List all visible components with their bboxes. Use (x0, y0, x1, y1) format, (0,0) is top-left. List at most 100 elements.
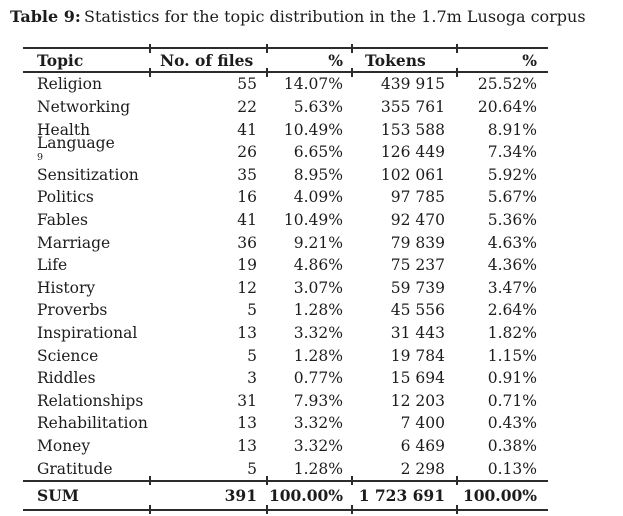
column-divider-tick (351, 476, 353, 486)
column-divider-tick (351, 67, 353, 77)
column-divider-tick (456, 43, 458, 53)
table-caption-label: Table 9: (10, 7, 81, 26)
cell-tokens-percent: 5.67% (487, 188, 537, 207)
cell-topic: Life (37, 256, 68, 275)
cell-files-percent: 1.28% (293, 459, 343, 478)
cell-tokens: 126 449 (380, 143, 445, 162)
column-divider-tick (351, 43, 353, 53)
table-rule-above-sum (23, 476, 548, 486)
cell-no-of-files: 26 (237, 143, 257, 162)
cell-no-of-files: 35 (237, 165, 257, 184)
cell-no-of-files: 13 (237, 414, 257, 433)
cell-files-percent: 1.28% (293, 346, 343, 365)
cell-files-percent: 5.63% (293, 98, 343, 117)
sum-files: 391 (224, 485, 257, 505)
cell-no-of-files: 41 (237, 120, 257, 139)
table-row: Science 5 1.28% 19 784 1.15% (23, 344, 548, 367)
column-divider-tick (266, 505, 268, 515)
sum-tokens: 1 723 691 (358, 485, 445, 505)
cell-files-percent: 8.95% (293, 165, 343, 184)
cell-tokens: 355 761 (380, 98, 445, 117)
table-row: Proverbs 5 1.28% 45 556 2.64% (23, 299, 548, 322)
header-no-of-files: No. of files (160, 50, 254, 70)
column-divider-tick (456, 476, 458, 486)
table-rule-bottom (23, 505, 548, 515)
cell-tokens-percent: 0.38% (487, 436, 537, 455)
cell-tokens: 439 915 (380, 75, 445, 94)
cell-topic: Religion (37, 75, 102, 94)
cell-files-percent: 3.32% (293, 414, 343, 433)
cell-tokens-percent: 5.92% (487, 165, 537, 184)
table-caption-text: Statistics for the topic distribution in… (84, 7, 586, 26)
cell-no-of-files: 55 (237, 75, 257, 94)
cell-no-of-files: 16 (237, 188, 257, 207)
table-row: History 12 3.07% 59 739 3.47% (23, 277, 548, 300)
header-files-percent: % (328, 50, 343, 70)
sum-tokens-percent: 100.00% (462, 485, 537, 505)
cell-topic: Marriage (37, 233, 111, 252)
cell-files-percent: 10.49% (283, 120, 343, 139)
cell-tokens-percent: 4.63% (487, 233, 537, 252)
cell-tokens-percent: 3.47% (487, 278, 537, 297)
cell-no-of-files: 3 (247, 369, 257, 388)
cell-no-of-files: 19 (237, 256, 257, 275)
cell-no-of-files: 13 (237, 436, 257, 455)
cell-tokens: 12 203 (390, 391, 445, 410)
cell-tokens: 45 556 (390, 301, 445, 320)
cell-files-percent: 9.21% (293, 233, 343, 252)
table-row: Gratitude 5 1.28% 2 298 0.13% (23, 457, 548, 480)
cell-files-percent: 7.93% (293, 391, 343, 410)
cell-tokens: 97 785 (390, 188, 445, 207)
cell-tokens: 6 469 (400, 436, 445, 455)
column-divider-tick (266, 43, 268, 53)
cell-topic: Politics (37, 188, 94, 207)
table-row: Riddles 3 0.77% 15 694 0.91% (23, 367, 548, 390)
table-caption: Table 9: Statistics for the topic distrib… (0, 0, 623, 26)
cell-files-percent: 10.49% (283, 211, 343, 230)
cell-files-percent: 14.07% (283, 75, 343, 94)
cell-files-percent: 3.32% (293, 436, 343, 455)
cell-tokens-percent: 0.91% (487, 369, 537, 388)
cell-tokens-percent: 2.64% (487, 301, 537, 320)
cell-topic: Gratitude (37, 459, 113, 478)
cell-tokens: 153 588 (380, 120, 445, 139)
table-header-row: Topic No. of files % Tokens % (23, 49, 548, 71)
table-row: Health 41 10.49% 153 588 8.91% (23, 118, 548, 141)
table-row: Marriage 36 9.21% 79 839 4.63% (23, 231, 548, 254)
cell-tokens: 19 784 (390, 346, 445, 365)
cell-no-of-files: 36 (237, 233, 257, 252)
column-divider-tick (456, 505, 458, 515)
cell-files-percent: 3.07% (293, 278, 343, 297)
table-row: Money 13 3.32% 6 469 0.38% (23, 435, 548, 458)
table-body: Religion 55 14.07% 439 915 25.52% Networ… (23, 73, 548, 480)
cell-files-percent: 3.32% (293, 324, 343, 343)
cell-tokens-percent: 1.82% (487, 324, 537, 343)
column-divider-tick (149, 505, 151, 515)
cell-tokens-percent: 25.52% (477, 75, 537, 94)
table-row: Religion 55 14.07% 439 915 25.52% (23, 73, 548, 96)
cell-topic: Science (37, 346, 99, 365)
cell-topic: Money (37, 436, 91, 455)
cell-tokens-percent: 0.71% (487, 391, 537, 410)
cell-tokens: 7 400 (400, 414, 445, 433)
cell-topic: Sensitization (37, 165, 139, 184)
cell-no-of-files: 5 (247, 459, 257, 478)
table-row: Sensitization 35 8.95% 102 061 5.92% (23, 164, 548, 187)
column-divider-tick (149, 43, 151, 53)
table-row: Inspirational 13 3.32% 31 443 1.82% (23, 322, 548, 345)
cell-topic: Proverbs (37, 301, 108, 320)
table-rule-top (23, 43, 548, 53)
column-divider-tick (266, 476, 268, 486)
cell-files-percent: 4.86% (293, 256, 343, 275)
cell-tokens: 59 739 (390, 278, 445, 297)
cell-tokens-percent: 4.36% (487, 256, 537, 275)
cell-tokens-percent: 0.43% (487, 414, 537, 433)
table-row: Networking 22 5.63% 355 761 20.64% (23, 96, 548, 119)
table-row: Rehabilitation 13 3.32% 7 400 0.43% (23, 412, 548, 435)
cell-no-of-files: 22 (237, 98, 257, 117)
cell-files-percent: 4.09% (293, 188, 343, 207)
cell-tokens-percent: 8.91% (487, 120, 537, 139)
cell-tokens-percent: 20.64% (477, 98, 537, 117)
column-divider-tick (149, 67, 151, 77)
column-divider-tick (149, 476, 151, 486)
